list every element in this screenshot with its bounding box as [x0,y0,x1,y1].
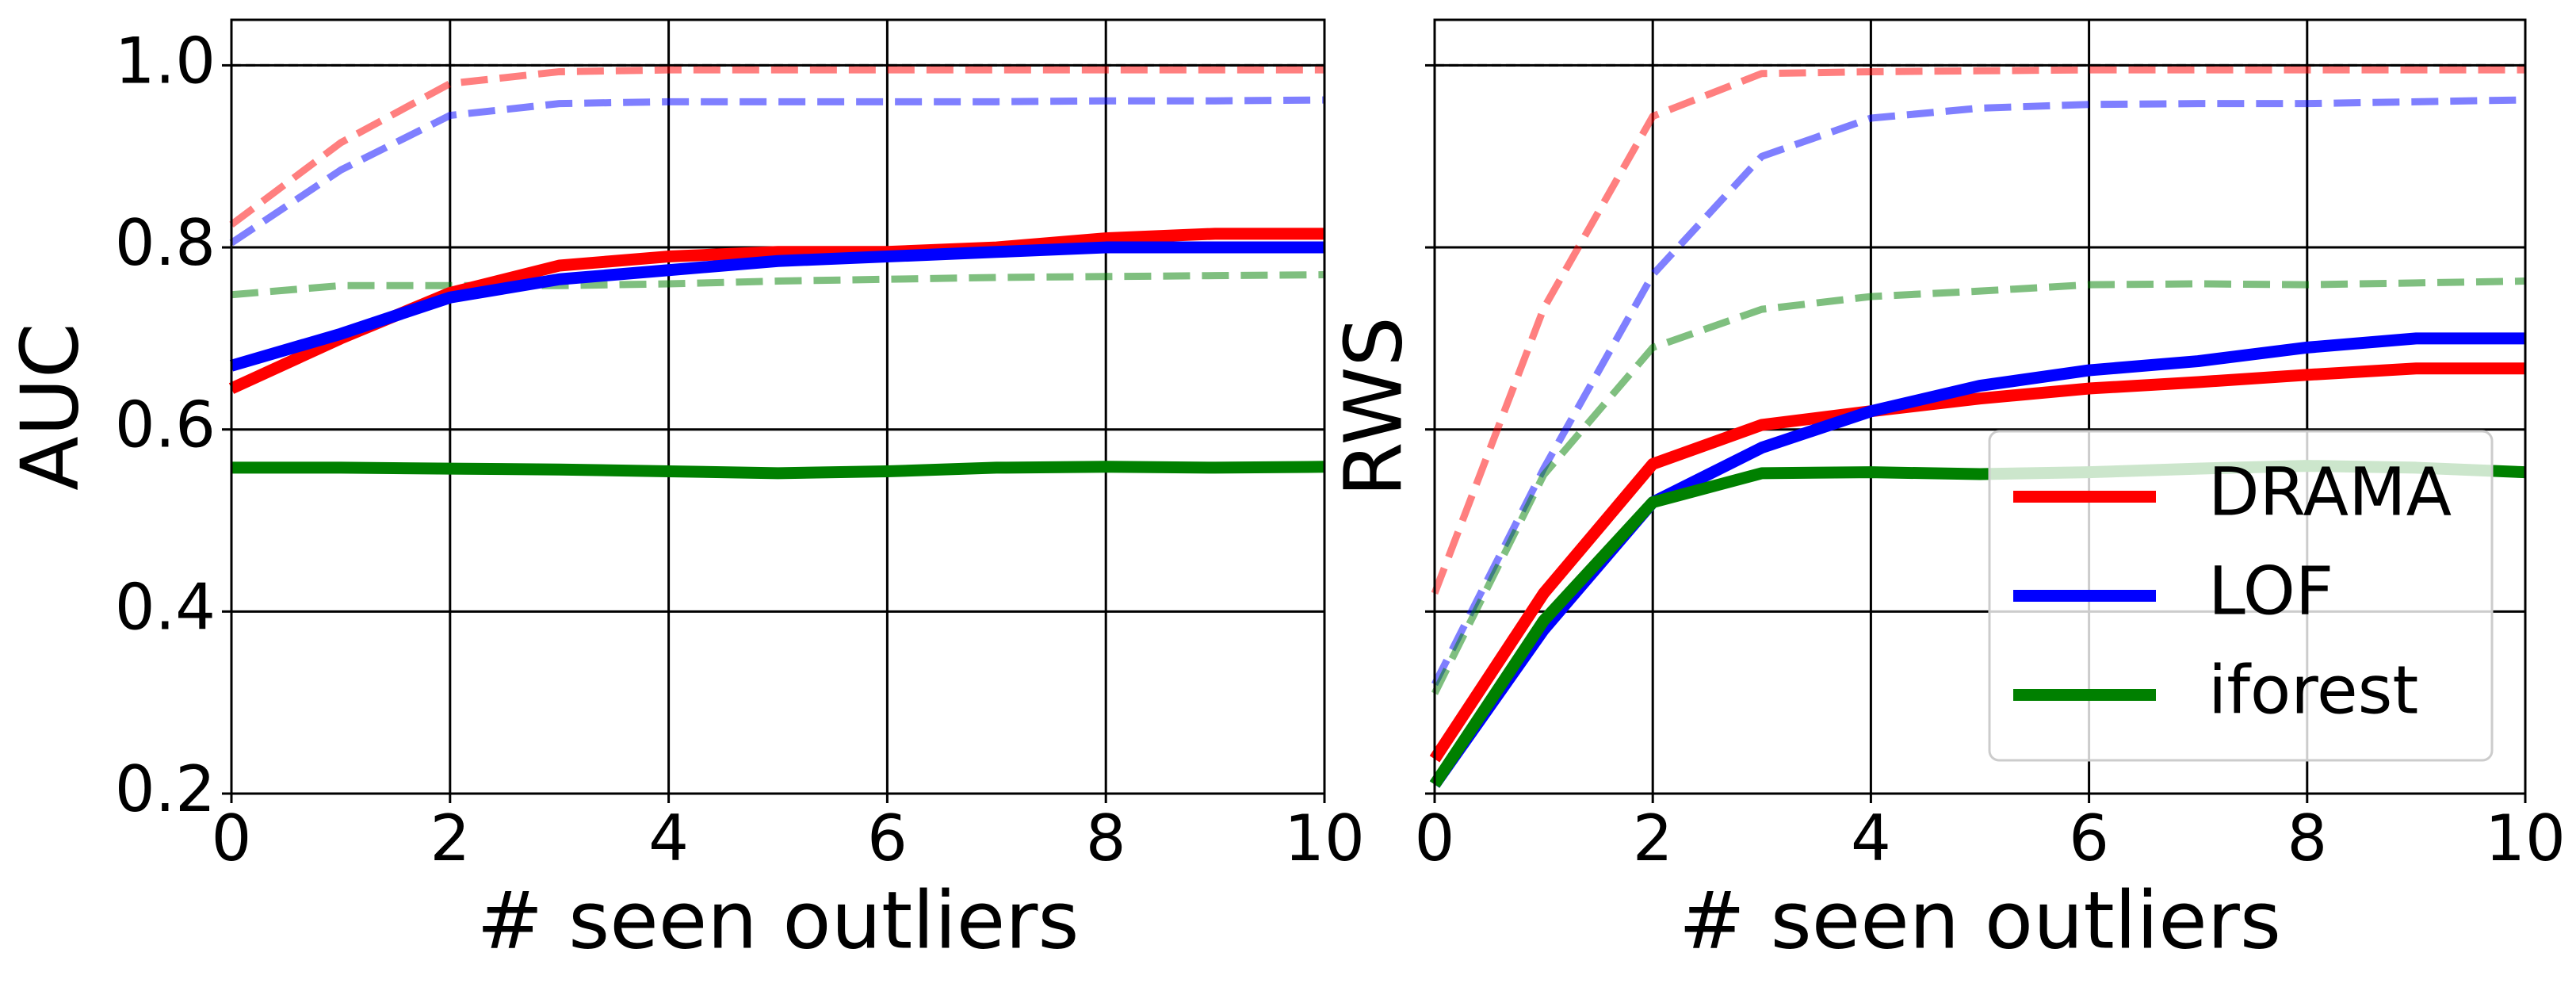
series-line [1429,362,2525,763]
dashed-line [229,96,1325,247]
x-tick-label: 2 [1633,802,1673,875]
y-tick-label: 0.2 [115,752,216,826]
dashed-line [1431,66,2525,595]
x-tick-label: 8 [1086,802,1126,875]
y-tick-label: 0.6 [115,388,216,462]
legend: DRAMA LOF iforest [1988,430,2494,762]
x-tick-label: 0 [1415,802,1455,875]
x-tick-label: 6 [2069,802,2109,875]
series-line [229,241,1324,372]
legend-label: LOF [2208,552,2333,629]
y-tick-label: 1.0 [115,24,216,98]
x-tick-label: 0 [212,802,252,875]
y-tick-label: 0.4 [115,570,216,644]
legend-box [1988,430,2494,762]
axes-frame [1433,18,2527,795]
axes-frame [230,18,1326,795]
series-line [231,461,1325,480]
x-tick-label: 10 [2485,802,2566,875]
dashed-line [231,271,1325,299]
legend-label: DRAMA [2208,453,2452,530]
x-axis-label: # seen outliers [477,874,1080,966]
legend-label: iforest [2208,651,2418,729]
x-tick-label: 2 [430,802,470,875]
x-tick-label: 4 [648,802,689,875]
y-axis-label: AUC [3,323,96,490]
x-axis-label: # seen outliers [1679,874,2281,966]
x-tick-label: 8 [2287,802,2327,875]
y-tick-label: 0.8 [115,206,216,280]
x-tick-label: 4 [1851,802,1891,875]
x-tick-label: 10 [1284,802,1365,875]
dashed-line [1431,96,2526,687]
x-tick-label: 6 [867,802,908,875]
dashed-line [1431,277,2526,695]
y-axis-label: RWS [1327,316,1420,497]
dashed-line [229,66,1324,228]
